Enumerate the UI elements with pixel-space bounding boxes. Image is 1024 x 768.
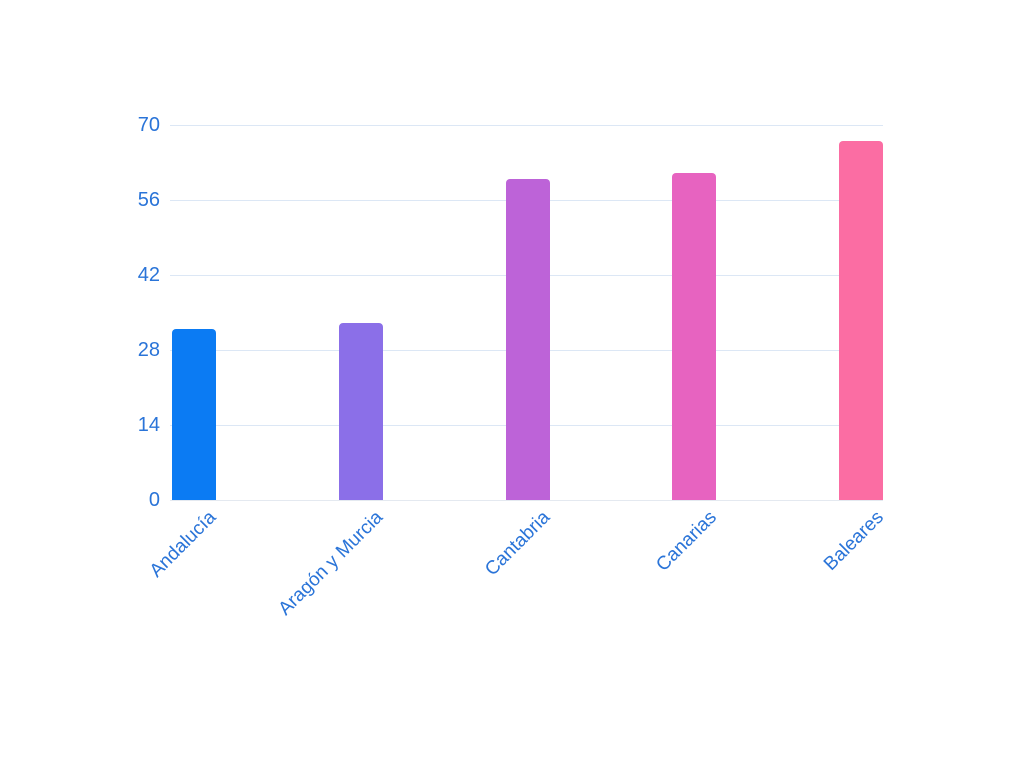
gridline xyxy=(170,124,883,126)
bar-cantabria[interactable] xyxy=(505,178,550,500)
bar-aragon-y-murcia[interactable] xyxy=(338,323,383,500)
y-tick-label: 56 xyxy=(137,189,160,211)
x-tick-label-canarias: Canarias xyxy=(652,507,722,576)
y-tick-label: 42 xyxy=(137,264,160,286)
y-tick-label: 14 xyxy=(137,414,160,436)
x-tick-label-cantabria: Cantabria xyxy=(481,507,555,581)
y-tick-label: 0 xyxy=(148,489,160,511)
x-tick-label-aragon-y-murcia: Aragón y Murcia xyxy=(274,507,388,620)
x-axis-baseline xyxy=(170,499,883,501)
bar-baleares[interactable] xyxy=(839,141,883,500)
y-tick-label: 70 xyxy=(137,114,160,136)
x-tick-label-baleares: Baleares xyxy=(819,507,888,575)
y-tick-label: 28 xyxy=(137,339,160,361)
bar-canarias[interactable] xyxy=(672,173,717,500)
bar-andalucia[interactable] xyxy=(172,328,216,500)
x-tick-label-andalucia: Andalucía xyxy=(146,507,221,582)
